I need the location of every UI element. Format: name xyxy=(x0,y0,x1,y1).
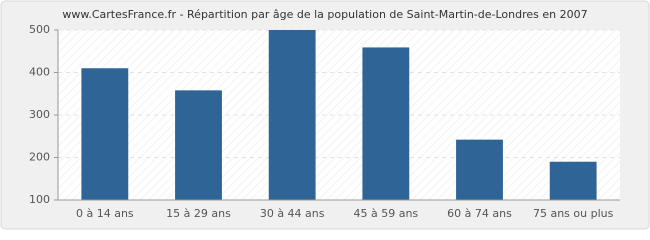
x-tick-label: 75 ans ou plus xyxy=(533,207,614,220)
page: {"chart_data": {"type": "bar", "title": … xyxy=(0,0,650,230)
x-tick-label: 0 à 14 ans xyxy=(76,207,134,220)
x-tick-label: 15 à 29 ans xyxy=(166,207,231,220)
bar xyxy=(175,90,222,200)
bar xyxy=(456,139,503,200)
y-tick-label: 500 xyxy=(29,23,50,36)
bar xyxy=(549,161,597,200)
bar xyxy=(268,30,316,200)
y-tick-label: 300 xyxy=(29,108,50,121)
chart: www.CartesFrance.fr - Répartition par âg… xyxy=(0,0,650,230)
x-tick-label: 45 à 59 ans xyxy=(353,207,418,220)
bar xyxy=(81,68,129,200)
y-tick-label: 200 xyxy=(29,151,50,164)
y-tick-label: 400 xyxy=(29,66,50,79)
x-tick-label: 30 à 44 ans xyxy=(260,207,325,220)
chart-title: www.CartesFrance.fr - Répartition par âg… xyxy=(62,8,587,21)
x-tick-label: 60 à 74 ans xyxy=(447,207,512,220)
bar xyxy=(362,47,410,200)
y-tick-label: 100 xyxy=(29,193,50,206)
